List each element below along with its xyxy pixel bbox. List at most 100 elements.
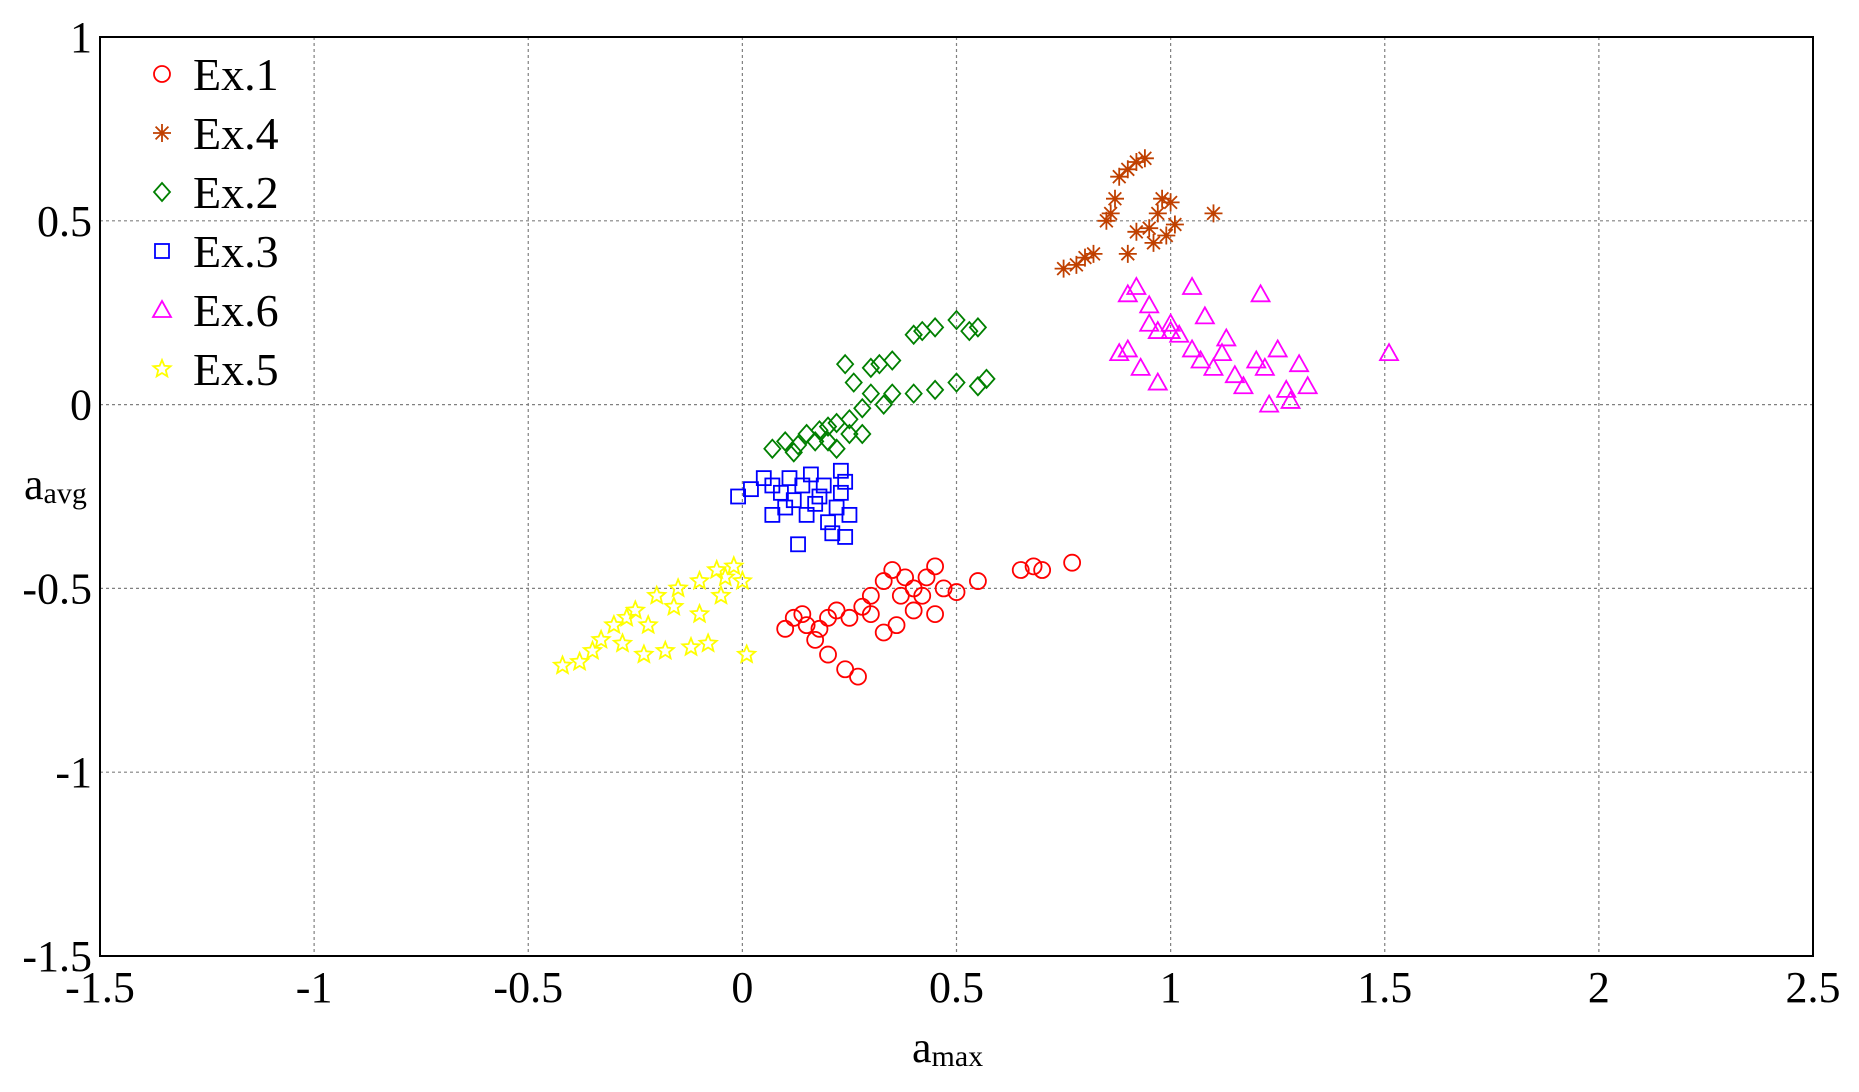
x-tick-label: 2	[1588, 963, 1610, 1012]
y-axis-label-base: a	[24, 460, 44, 509]
data-point	[776, 619, 795, 638]
data-point	[827, 412, 846, 434]
data-point	[883, 350, 902, 371]
data-point	[1138, 294, 1160, 314]
x-tick-label: 1.5	[1357, 963, 1412, 1012]
legend-item: Ex.1	[153, 49, 279, 100]
data-point	[849, 667, 867, 686]
data-point	[810, 619, 829, 638]
data-point	[1084, 244, 1103, 263]
data-point	[1106, 189, 1124, 208]
data-point	[840, 423, 859, 445]
data-point	[590, 628, 612, 649]
data-point	[887, 616, 906, 635]
data-point	[730, 488, 746, 505]
data-point	[735, 643, 758, 664]
data-point	[1097, 211, 1116, 230]
data-point	[775, 431, 795, 452]
legend-marker	[152, 181, 172, 203]
data-point	[723, 554, 745, 576]
data-point	[1204, 204, 1223, 223]
data-point	[1258, 393, 1280, 413]
legend-marker	[154, 243, 170, 259]
data-point	[1118, 244, 1137, 263]
data-point	[811, 488, 828, 505]
data-point	[663, 595, 685, 617]
data-point	[1181, 276, 1203, 295]
data-point	[1135, 149, 1154, 168]
data-point	[837, 473, 854, 490]
data-point	[1147, 371, 1169, 391]
data-point	[818, 416, 838, 438]
data-point	[1181, 338, 1203, 358]
data-point	[904, 383, 923, 404]
data-point	[793, 605, 812, 624]
data-point	[680, 635, 702, 657]
data-point	[1254, 357, 1276, 376]
legend-label: Ex.3	[193, 226, 279, 277]
data-point	[1130, 357, 1152, 376]
x-tick-label: -0.5	[493, 963, 563, 1012]
data-point	[784, 442, 803, 463]
data-point	[688, 602, 711, 624]
data-point	[1160, 320, 1182, 339]
data-point	[1067, 255, 1086, 274]
data-point	[840, 408, 859, 430]
legend-label: Ex.5	[193, 344, 279, 395]
data-point	[802, 466, 819, 483]
data-point	[1297, 375, 1319, 395]
data-point	[861, 383, 881, 404]
x-axis-label-sub: max	[932, 1040, 984, 1073]
data-point	[904, 601, 923, 620]
y-tick-label: -0.5	[22, 564, 92, 613]
data-point	[805, 431, 825, 452]
data-point	[840, 608, 859, 627]
data-point	[841, 506, 858, 523]
data-point	[637, 613, 659, 635]
data-point	[824, 525, 841, 542]
y-tick-label: -1	[55, 748, 92, 797]
data-point	[1110, 167, 1129, 186]
data-point	[790, 536, 806, 553]
data-point	[818, 431, 838, 452]
data-points	[551, 149, 1400, 686]
data-point	[1267, 338, 1289, 358]
plot-frame	[99, 36, 1814, 957]
data-point	[874, 394, 893, 415]
data-point	[781, 470, 798, 487]
data-point	[947, 309, 966, 331]
data-point	[896, 568, 915, 587]
data-point	[1215, 327, 1237, 347]
data-point	[568, 650, 591, 672]
data-point	[1153, 189, 1172, 208]
series-ex-2	[763, 309, 996, 463]
data-point	[819, 645, 837, 664]
data-point	[977, 368, 996, 390]
x-axis-label: amax	[912, 1023, 983, 1073]
series-ex-3	[730, 462, 858, 553]
data-point	[1378, 342, 1400, 362]
data-point	[797, 616, 816, 635]
data-point	[1125, 276, 1147, 295]
data-point	[815, 477, 832, 494]
data-point	[925, 317, 945, 338]
data-point	[926, 605, 944, 624]
data-point	[633, 643, 655, 664]
data-point	[667, 577, 690, 598]
x-axis-label-base: a	[912, 1023, 932, 1072]
data-point	[1211, 342, 1233, 362]
data-point	[1202, 357, 1224, 376]
x-tick-label: 0	[731, 963, 753, 1012]
data-point	[1063, 553, 1082, 572]
data-point	[828, 499, 845, 516]
data-point	[926, 557, 944, 576]
data-point	[960, 320, 979, 342]
data-point	[1194, 305, 1216, 325]
y-tick-label: 1	[70, 13, 92, 62]
data-point	[835, 353, 855, 375]
legend-item: Ex.4	[153, 108, 279, 159]
data-point	[710, 584, 732, 605]
data-point	[1224, 364, 1246, 384]
y-axis-label: aavg	[24, 460, 87, 510]
data-point	[581, 639, 604, 661]
